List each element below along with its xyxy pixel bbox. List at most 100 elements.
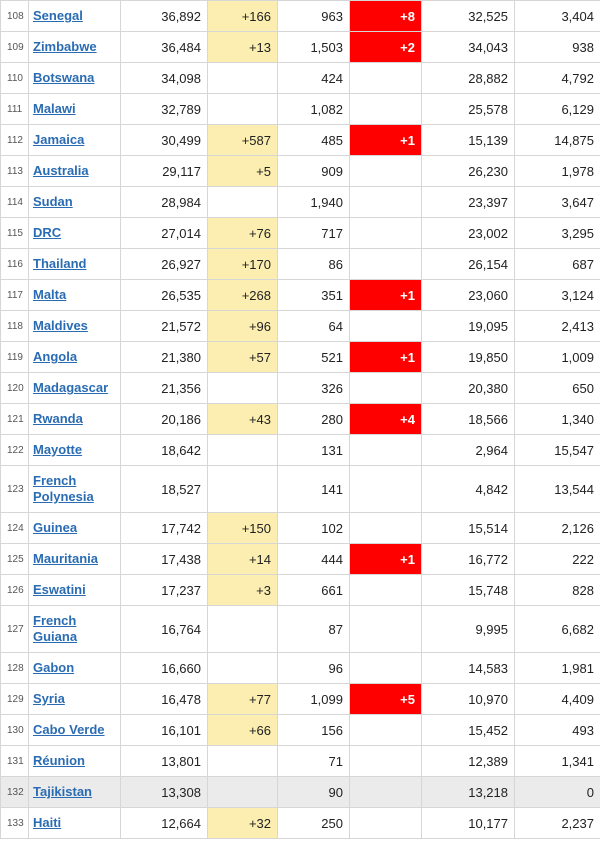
total-recovered-cell: 14,583 [421,652,515,684]
country-link[interactable]: DRC [33,225,62,240]
total-deaths-cell: 717 [277,217,350,249]
table-row: 127 French Guiana 16,764 87 9,995 6,682 [0,605,600,653]
total-recovered-cell: 15,748 [421,574,515,606]
country-link[interactable]: Malta [33,287,67,302]
country-cell: Tajikistan [28,776,121,808]
new-deaths-cell: +4 [349,403,422,435]
country-link[interactable]: Maldives [33,318,88,333]
total-deaths-cell: 444 [277,543,350,575]
country-cell: French Guiana [28,605,121,653]
total-cases-cell: 17,742 [120,512,208,544]
rank-cell: 110 [0,62,29,94]
table-row: 129 Syria 16,478 +77 1,099 +5 10,970 4,409 [0,683,600,715]
country-link[interactable]: Malawi [33,101,76,116]
country-link[interactable]: Madagascar [33,380,109,395]
country-cell: Botswana [28,62,121,94]
total-cases-cell: 18,642 [120,434,208,466]
country-link[interactable]: Tajikistan [33,784,93,799]
country-link[interactable]: Zimbabwe [33,39,97,54]
new-deaths-cell [349,605,422,653]
country-link[interactable]: Senegal [33,8,83,23]
country-link[interactable]: Eswatini [33,582,86,597]
country-cell: Angola [28,341,121,373]
country-link[interactable]: Syria [33,691,65,706]
total-deaths-cell: 963 [277,0,350,32]
new-deaths-cell: +8 [349,0,422,32]
new-cases-cell [207,372,278,404]
country-link[interactable]: Botswana [33,70,95,85]
rank-cell: 127 [0,605,29,653]
country-link[interactable]: Mauritania [33,551,99,566]
country-link[interactable]: French Guiana [33,613,78,644]
rank-cell: 133 [0,807,29,839]
total-cases-cell: 16,660 [120,652,208,684]
new-cases-cell [207,776,278,808]
table-row: 112 Jamaica 30,499 +587 485 +1 15,139 14,875 [0,124,600,156]
country-cell: Réunion [28,745,121,777]
total-cases-cell: 21,356 [120,372,208,404]
table-row: 110 Botswana 34,098 424 28,882 4,792 [0,62,600,94]
active-cases-cell: 493 [514,714,600,746]
country-cell: Mauritania [28,543,121,575]
new-deaths-cell: +1 [349,124,422,156]
country-cell: Madagascar [28,372,121,404]
active-cases-cell: 3,647 [514,186,600,218]
table-row: 130 Cabo Verde 16,101 +66 156 15,452 493 [0,714,600,746]
total-recovered-cell: 18,566 [421,403,515,435]
total-recovered-cell: 32,525 [421,0,515,32]
country-link[interactable]: Réunion [33,753,85,768]
new-deaths-cell [349,807,422,839]
country-link[interactable]: Thailand [33,256,87,271]
total-recovered-cell: 23,397 [421,186,515,218]
total-cases-cell: 17,237 [120,574,208,606]
new-cases-cell: +43 [207,403,278,435]
country-link[interactable]: Sudan [33,194,73,209]
active-cases-cell: 4,409 [514,683,600,715]
active-cases-cell: 15,547 [514,434,600,466]
new-cases-cell: +14 [207,543,278,575]
country-link[interactable]: Cabo Verde [33,722,105,737]
total-cases-cell: 36,484 [120,31,208,63]
country-cell: Malawi [28,93,121,125]
total-recovered-cell: 15,139 [421,124,515,156]
active-cases-cell: 3,295 [514,217,600,249]
table-row: 132 Tajikistan 13,308 90 13,218 0 [0,776,600,808]
country-link[interactable]: Jamaica [33,132,85,147]
total-recovered-cell: 15,452 [421,714,515,746]
total-deaths-cell: 96 [277,652,350,684]
total-cases-cell: 27,014 [120,217,208,249]
total-cases-cell: 13,308 [120,776,208,808]
country-link[interactable]: Guinea [33,520,78,535]
rank-cell: 117 [0,279,29,311]
new-deaths-cell [349,62,422,94]
new-deaths-cell [349,372,422,404]
new-cases-cell: +166 [207,0,278,32]
rank-cell: 120 [0,372,29,404]
country-cell: Eswatini [28,574,121,606]
country-link[interactable]: Rwanda [33,411,83,426]
country-cell: Jamaica [28,124,121,156]
total-cases-cell: 30,499 [120,124,208,156]
country-link[interactable]: Angola [33,349,78,364]
rank-cell: 121 [0,403,29,435]
country-link[interactable]: Mayotte [33,442,83,457]
active-cases-cell: 6,129 [514,93,600,125]
active-cases-cell: 6,682 [514,605,600,653]
total-deaths-cell: 64 [277,310,350,342]
active-cases-cell: 1,340 [514,403,600,435]
new-deaths-cell [349,745,422,777]
new-deaths-cell [349,186,422,218]
total-cases-cell: 12,664 [120,807,208,839]
table-row: 109 Zimbabwe 36,484 +13 1,503 +2 34,043 938 [0,31,600,63]
new-cases-cell [207,745,278,777]
new-cases-cell: +587 [207,124,278,156]
country-link[interactable]: Australia [33,163,89,178]
total-cases-cell: 26,927 [120,248,208,280]
country-cell: Thailand [28,248,121,280]
new-cases-cell: +13 [207,31,278,63]
country-link[interactable]: Gabon [33,660,75,675]
table-row: 122 Mayotte 18,642 131 2,964 15,547 [0,434,600,466]
country-link[interactable]: French Polynesia [33,473,94,504]
country-link[interactable]: Haiti [33,815,62,830]
total-recovered-cell: 26,230 [421,155,515,187]
